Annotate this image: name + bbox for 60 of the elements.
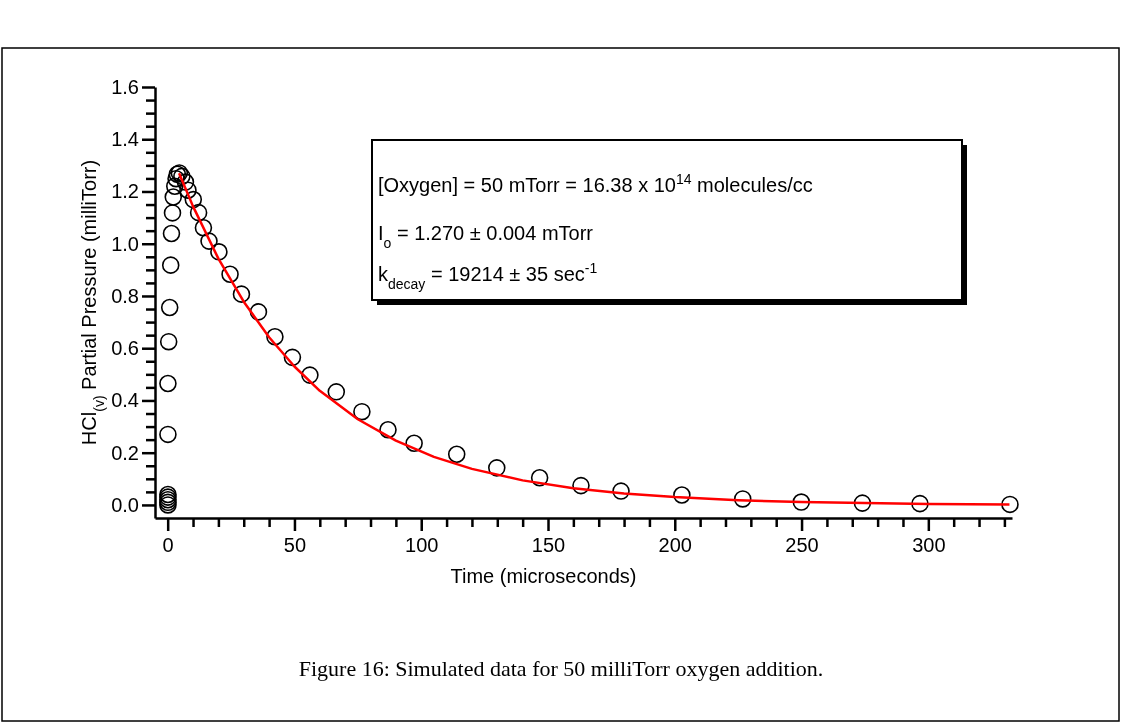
point bbox=[163, 204, 182, 222]
point bbox=[447, 445, 466, 464]
line-series bbox=[177, 171, 1011, 506]
y-tick-label: 1.6 bbox=[111, 75, 139, 98]
x-tick-label: 50 bbox=[283, 534, 307, 557]
y-tick-label: 0.0 bbox=[111, 493, 139, 516]
point bbox=[221, 265, 239, 284]
point bbox=[266, 327, 284, 346]
point bbox=[179, 181, 197, 199]
point bbox=[160, 298, 179, 317]
point bbox=[301, 366, 319, 384]
y-tick-label: 1.0 bbox=[111, 232, 139, 255]
y-tick-label: 0.2 bbox=[111, 441, 139, 464]
point bbox=[184, 190, 203, 209]
point bbox=[673, 486, 691, 504]
annotation: I$_{o}$ = 1.270 ± 0.004 mTorr bbox=[378, 222, 594, 251]
annotation: [Oxygen] = 50 mTorr = 16.38 x 10$^{14}$ molecules/cc bbox=[378, 171, 813, 196]
annotation: k$_{decay}$ = 19214 ± 35 sec$^{-1}$ bbox=[378, 260, 598, 292]
caption: Figure 16: Simulated data for 50 milliTorr oxygen addition. bbox=[298, 656, 824, 681]
point bbox=[405, 434, 423, 453]
y-tick-label: 1.4 bbox=[111, 128, 139, 151]
point bbox=[327, 383, 346, 401]
point bbox=[161, 256, 180, 274]
x-tick-label: 0 bbox=[162, 534, 174, 557]
point bbox=[853, 494, 872, 512]
y-tick-label: 1.2 bbox=[111, 180, 139, 203]
x-tick-label: 300 bbox=[912, 534, 946, 557]
y-tick-label: 0.6 bbox=[111, 337, 139, 360]
point bbox=[792, 493, 811, 511]
point bbox=[167, 169, 185, 188]
point bbox=[733, 490, 752, 508]
point bbox=[189, 203, 208, 222]
point bbox=[164, 188, 183, 206]
point bbox=[283, 348, 302, 367]
x-axis-title: Time (microseconds) bbox=[450, 565, 637, 587]
x-tick-label: 100 bbox=[405, 534, 439, 557]
point bbox=[159, 332, 178, 351]
point bbox=[159, 374, 177, 393]
point bbox=[194, 219, 213, 237]
point bbox=[488, 459, 506, 477]
y-tick-label: 0.4 bbox=[111, 389, 139, 412]
point bbox=[232, 285, 251, 303]
point bbox=[572, 476, 590, 495]
point bbox=[530, 469, 549, 487]
point bbox=[176, 173, 195, 191]
point bbox=[911, 494, 929, 513]
x-tick-label: 250 bbox=[785, 534, 819, 557]
point bbox=[210, 243, 228, 261]
x-tick-label: 150 bbox=[531, 534, 566, 557]
point bbox=[379, 420, 397, 439]
point bbox=[1001, 495, 1019, 514]
point bbox=[166, 177, 184, 196]
point bbox=[162, 224, 181, 243]
y-tick-label: 0.8 bbox=[111, 284, 139, 307]
point bbox=[200, 232, 218, 250]
point bbox=[353, 402, 371, 421]
point bbox=[159, 425, 177, 444]
x-tick-label: 200 bbox=[658, 534, 692, 557]
point bbox=[612, 482, 630, 500]
point bbox=[249, 303, 268, 321]
